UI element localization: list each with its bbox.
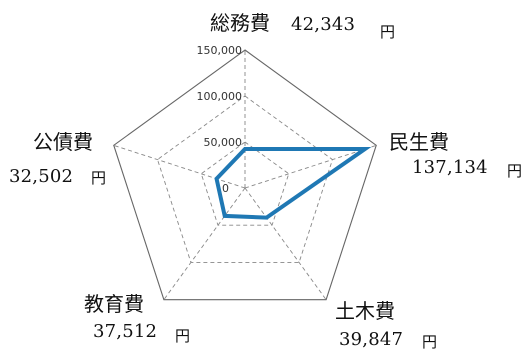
tick-label: 50,000 — [204, 136, 243, 149]
unit-label-somu: 円 — [380, 23, 396, 41]
radar-grid — [113, 49, 377, 301]
axis-spoke-2 — [244, 187, 327, 300]
category-label-doboku: 土木費 — [335, 299, 395, 323]
radial-tick-labels: 0 50,000 100,000 150,000 — [197, 44, 243, 195]
category-label-somu: 総務費 — [210, 11, 270, 35]
category-label-kosai: 公債費 — [33, 130, 93, 154]
category-label-kyoiku: 教育費 — [84, 292, 144, 316]
axis-spoke-1 — [244, 144, 377, 189]
unit-label-minsei: 円 — [507, 162, 523, 180]
tick-label: 0 — [222, 182, 229, 195]
value-label-kosai: 32,502 — [9, 166, 74, 187]
category-label-minsei: 民生費 — [389, 130, 449, 154]
value-label-kyoiku: 37,512 — [93, 321, 158, 342]
axis-spoke-4 — [113, 144, 246, 189]
value-label-doboku: 39,847 — [339, 329, 404, 350]
grid-ring-2 — [156, 95, 334, 263]
series-polygon — [214, 147, 372, 220]
grid-ring-1 — [200, 141, 290, 226]
unit-label-kosai: 円 — [91, 169, 107, 187]
grid-ring-3 — [113, 49, 377, 301]
unit-label-kyoiku: 円 — [175, 327, 191, 345]
axis-spoke-3 — [163, 187, 246, 300]
unit-label-doboku: 円 — [422, 333, 438, 351]
value-label-somu: 42,343 — [291, 14, 356, 35]
tick-label: 100,000 — [197, 90, 243, 103]
value-label-minsei: 137,134 — [412, 157, 488, 178]
tick-label: 150,000 — [197, 44, 243, 57]
